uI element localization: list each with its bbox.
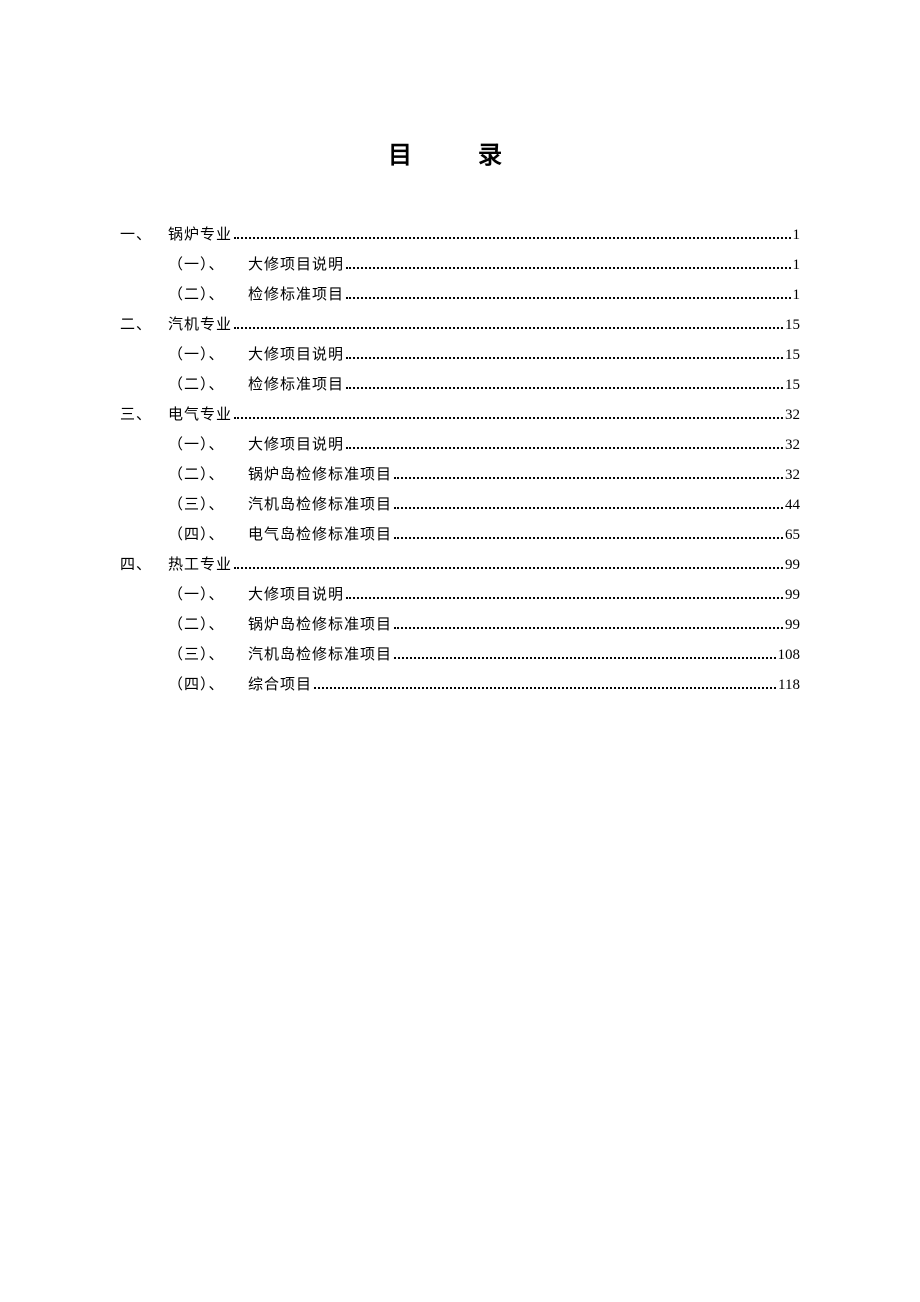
toc-entry: （一）、 大修项目说明 1: [120, 250, 800, 280]
toc-section-label: 大修项目说明: [248, 250, 344, 280]
toc-page-number: 118: [778, 670, 800, 700]
toc-section-number: （一）、: [168, 430, 248, 460]
toc-section-label: 电气专业: [168, 400, 232, 430]
toc-leader-dots: [346, 357, 783, 359]
toc-entry: 一、 锅炉专业 1: [120, 220, 800, 250]
toc-leader-dots: [234, 567, 783, 569]
toc-section-label: 汽机专业: [168, 310, 232, 340]
toc-section-number: （三）、: [168, 640, 248, 670]
toc-leader-dots: [394, 627, 783, 629]
toc-entry: （三）、 汽机岛检修标准项目 44: [120, 490, 800, 520]
toc-entry: （一）、 大修项目说明 15: [120, 340, 800, 370]
toc-section-label: 大修项目说明: [248, 430, 344, 460]
toc-entry: （二）、 检修标准项目 15: [120, 370, 800, 400]
toc-section-label: 大修项目说明: [248, 340, 344, 370]
toc-entry: 四、 热工专业 99: [120, 550, 800, 580]
toc-leader-dots: [346, 447, 783, 449]
toc-page-number: 15: [785, 310, 800, 340]
toc-entry: 三、 电气专业 32: [120, 400, 800, 430]
toc-section-label: 综合项目: [248, 670, 312, 700]
toc-section-number: 一、: [120, 220, 168, 250]
toc-entry: （四）、 综合项目 118: [120, 670, 800, 700]
toc-page-number: 1: [793, 220, 801, 250]
toc-page-number: 99: [785, 580, 800, 610]
toc-section-number: （四）、: [168, 520, 248, 550]
toc-section-number: （一）、: [168, 340, 248, 370]
toc-leader-dots: [346, 267, 790, 269]
toc-section-label: 锅炉岛检修标准项目: [248, 460, 392, 490]
toc-page-number: 108: [778, 640, 801, 670]
toc-page-number: 65: [785, 520, 800, 550]
toc-page-number: 32: [785, 400, 800, 430]
toc-page-number: 99: [785, 550, 800, 580]
toc-entry: （三）、 汽机岛检修标准项目 108: [120, 640, 800, 670]
toc-page-number: 44: [785, 490, 800, 520]
toc-leader-dots: [314, 687, 776, 689]
toc-entry: （一）、 大修项目说明 99: [120, 580, 800, 610]
toc-section-label: 检修标准项目: [248, 370, 344, 400]
toc-section-label: 锅炉专业: [168, 220, 232, 250]
toc-section-number: （三）、: [168, 490, 248, 520]
table-of-contents: 一、 锅炉专业 1 （一）、 大修项目说明 1 （二）、 检修标准项目 1 二、…: [120, 220, 800, 700]
toc-leader-dots: [394, 537, 783, 539]
page-title: 目 录: [120, 135, 800, 170]
toc-section-label: 锅炉岛检修标准项目: [248, 610, 392, 640]
toc-page-number: 32: [785, 430, 800, 460]
toc-section-label: 检修标准项目: [248, 280, 344, 310]
toc-section-number: 二、: [120, 310, 168, 340]
toc-section-number: （二）、: [168, 280, 248, 310]
toc-entry: （二）、 检修标准项目 1: [120, 280, 800, 310]
toc-section-number: （四）、: [168, 670, 248, 700]
toc-section-number: （二）、: [168, 370, 248, 400]
toc-entry: （二）、 锅炉岛检修标准项目 32: [120, 460, 800, 490]
toc-leader-dots: [394, 507, 783, 509]
toc-page-number: 15: [785, 340, 800, 370]
toc-leader-dots: [394, 657, 775, 659]
toc-leader-dots: [346, 297, 790, 299]
toc-entry: 二、 汽机专业 15: [120, 310, 800, 340]
toc-leader-dots: [394, 477, 783, 479]
toc-leader-dots: [234, 237, 790, 239]
toc-leader-dots: [346, 597, 783, 599]
toc-leader-dots: [234, 327, 783, 329]
toc-leader-dots: [234, 417, 783, 419]
toc-section-label: 汽机岛检修标准项目: [248, 490, 392, 520]
toc-section-label: 大修项目说明: [248, 580, 344, 610]
toc-section-number: （二）、: [168, 460, 248, 490]
toc-section-number: （一）、: [168, 580, 248, 610]
toc-page-number: 1: [793, 280, 801, 310]
toc-entry: （一）、 大修项目说明 32: [120, 430, 800, 460]
toc-page-number: 32: [785, 460, 800, 490]
toc-section-number: （一）、: [168, 250, 248, 280]
toc-section-number: （二）、: [168, 610, 248, 640]
toc-entry: （四）、 电气岛检修标准项目 65: [120, 520, 800, 550]
toc-page-number: 99: [785, 610, 800, 640]
toc-section-label: 汽机岛检修标准项目: [248, 640, 392, 670]
toc-section-number: 三、: [120, 400, 168, 430]
toc-page-number: 15: [785, 370, 800, 400]
toc-section-number: 四、: [120, 550, 168, 580]
toc-section-label: 热工专业: [168, 550, 232, 580]
toc-section-label: 电气岛检修标准项目: [248, 520, 392, 550]
toc-page-number: 1: [793, 250, 801, 280]
page-container: 目 录 一、 锅炉专业 1 （一）、 大修项目说明 1 （二）、 检修标准项目 …: [0, 0, 920, 700]
toc-entry: （二）、 锅炉岛检修标准项目 99: [120, 610, 800, 640]
toc-leader-dots: [346, 387, 783, 389]
